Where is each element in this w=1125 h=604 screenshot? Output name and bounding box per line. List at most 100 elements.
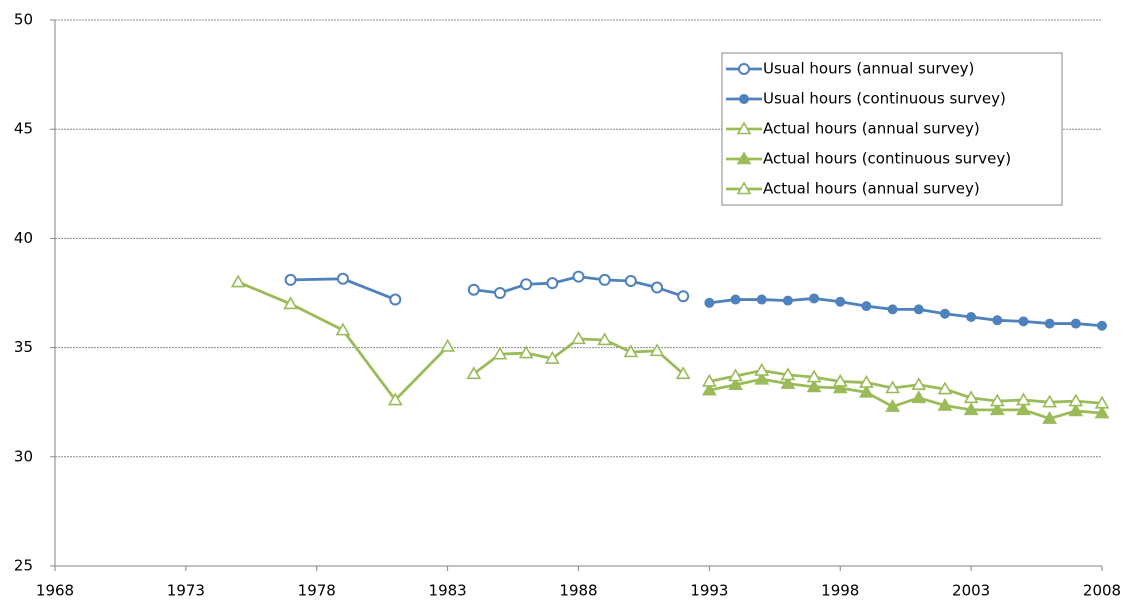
marker	[966, 312, 977, 323]
marker	[520, 278, 533, 291]
marker	[571, 331, 586, 345]
marker	[806, 369, 822, 383]
marker	[284, 273, 297, 286]
marker	[754, 371, 770, 385]
marker	[1094, 405, 1110, 419]
legend-marker	[738, 63, 750, 75]
marker	[728, 368, 743, 382]
marker	[467, 283, 480, 296]
legend-marker	[739, 94, 749, 104]
marker	[937, 397, 953, 411]
marker	[649, 343, 665, 357]
y-tick-label: 25	[14, 557, 33, 575]
marker	[389, 293, 402, 306]
legend-marker	[736, 121, 752, 135]
marker	[963, 402, 979, 416]
marker	[1070, 318, 1081, 329]
marker	[730, 294, 741, 305]
marker	[913, 304, 924, 315]
x-tick-label: 1993	[690, 582, 728, 600]
marker	[937, 381, 953, 395]
marker	[598, 273, 611, 286]
marker	[572, 270, 585, 283]
legend-marker	[736, 181, 752, 195]
marker	[989, 393, 1005, 407]
marker	[1018, 316, 1029, 327]
marker	[518, 345, 534, 359]
x-tick-label: 1978	[298, 582, 336, 600]
marker	[492, 346, 508, 360]
series-line	[237, 280, 449, 403]
marker	[859, 384, 874, 398]
marker	[230, 274, 246, 288]
marker	[1094, 395, 1110, 409]
legend-marker	[736, 151, 752, 165]
legend-label: Actual hours (annual survey)	[763, 180, 980, 198]
series-line	[709, 297, 1103, 328]
marker	[992, 315, 1003, 326]
marker	[1097, 320, 1107, 331]
marker	[782, 295, 793, 306]
marker	[911, 390, 927, 404]
marker	[939, 308, 950, 319]
marker	[1068, 403, 1084, 417]
legend-box	[721, 52, 1063, 206]
marker	[780, 367, 796, 381]
marker	[780, 376, 796, 389]
marker	[336, 272, 349, 285]
marker	[701, 382, 717, 396]
marker	[1016, 392, 1031, 406]
x-tick-label: 1973	[167, 582, 205, 600]
marker	[1068, 393, 1084, 407]
marker	[335, 322, 351, 336]
x-tick-label: 2003	[952, 582, 990, 600]
x-tick-label: 1988	[559, 582, 597, 600]
series-line	[709, 377, 1103, 421]
y-tick-label: 45	[14, 120, 33, 138]
marker	[809, 293, 820, 304]
x-tick-label: 1998	[821, 582, 859, 600]
marker	[283, 296, 298, 310]
marker	[440, 338, 456, 352]
marker	[911, 377, 927, 391]
marker	[597, 332, 613, 346]
y-tick-label: 35	[14, 338, 33, 356]
y-tick-label: 40	[14, 229, 33, 247]
marker	[1042, 394, 1058, 408]
marker	[1042, 410, 1058, 424]
marker	[885, 398, 900, 412]
marker	[754, 362, 770, 376]
marker	[859, 374, 874, 388]
marker	[675, 366, 691, 380]
marker	[623, 344, 639, 358]
marker	[885, 380, 900, 394]
marker	[677, 290, 690, 303]
marker	[544, 350, 560, 364]
marker	[832, 373, 848, 387]
legend-label: Actual hours (annual survey)	[763, 120, 980, 138]
marker	[887, 304, 898, 315]
marker	[701, 373, 717, 387]
x-tick-label: 2008	[1083, 582, 1121, 600]
marker	[624, 274, 637, 287]
x-tick-label: 1983	[429, 582, 467, 600]
marker	[835, 296, 846, 307]
marker	[651, 281, 664, 294]
marker	[832, 380, 848, 394]
marker	[546, 277, 559, 290]
legend-label: Usual hours (annual survey)	[763, 60, 974, 78]
marker	[466, 366, 482, 380]
legend-label: Usual hours (continuous survey)	[763, 90, 1006, 108]
marker	[728, 377, 743, 391]
series-line	[709, 369, 1103, 405]
marker	[704, 297, 715, 308]
marker	[1044, 318, 1055, 329]
legend-label: Actual hours (continuous survey)	[763, 150, 1011, 168]
marker	[387, 392, 403, 406]
marker	[493, 287, 506, 299]
marker	[861, 301, 872, 312]
marker	[806, 379, 822, 393]
marker	[989, 402, 1005, 416]
